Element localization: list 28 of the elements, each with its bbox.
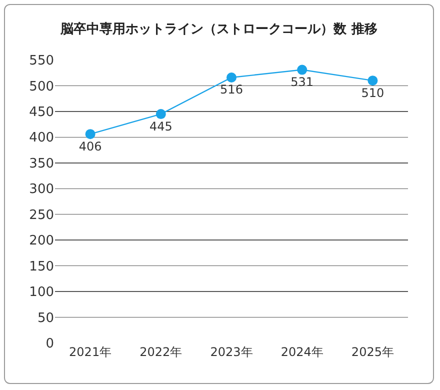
y-tick-label: 100 xyxy=(29,285,54,300)
x-tick-label: 2025年 xyxy=(351,345,394,359)
data-label: 406 xyxy=(78,139,102,154)
y-tick-label: 0 xyxy=(46,336,54,352)
chart-title: 脳卒中専用ホットライン（ストロークコール）数 推移 xyxy=(60,21,378,37)
x-tick-label: 2024年 xyxy=(280,345,324,359)
data-label: 510 xyxy=(361,86,384,100)
point xyxy=(226,72,236,82)
data-label: 445 xyxy=(149,119,172,134)
data-label: 531 xyxy=(290,75,314,90)
x-tick-label: 2021年 xyxy=(69,345,112,359)
point xyxy=(297,64,308,75)
y-tick-label: 350 xyxy=(29,156,54,172)
y-tick-label: 300 xyxy=(29,182,54,198)
y-tick-label: 150 xyxy=(29,259,54,274)
point xyxy=(156,109,166,120)
y-tick-label: 50 xyxy=(37,310,54,326)
y-tick-label: 200 xyxy=(29,234,54,249)
x-tick-label: 2023年 xyxy=(210,345,253,359)
data-label: 516 xyxy=(220,82,243,97)
y-tick-label: 400 xyxy=(29,130,54,146)
y-tick-label: 250 xyxy=(29,208,54,223)
y-tick-label: 450 xyxy=(29,105,54,120)
point xyxy=(85,129,96,140)
y-tick-label: 550 xyxy=(29,54,54,69)
x-tick-label: 2022年 xyxy=(140,345,182,359)
y-tick-label: 500 xyxy=(29,79,54,94)
point xyxy=(368,76,378,86)
